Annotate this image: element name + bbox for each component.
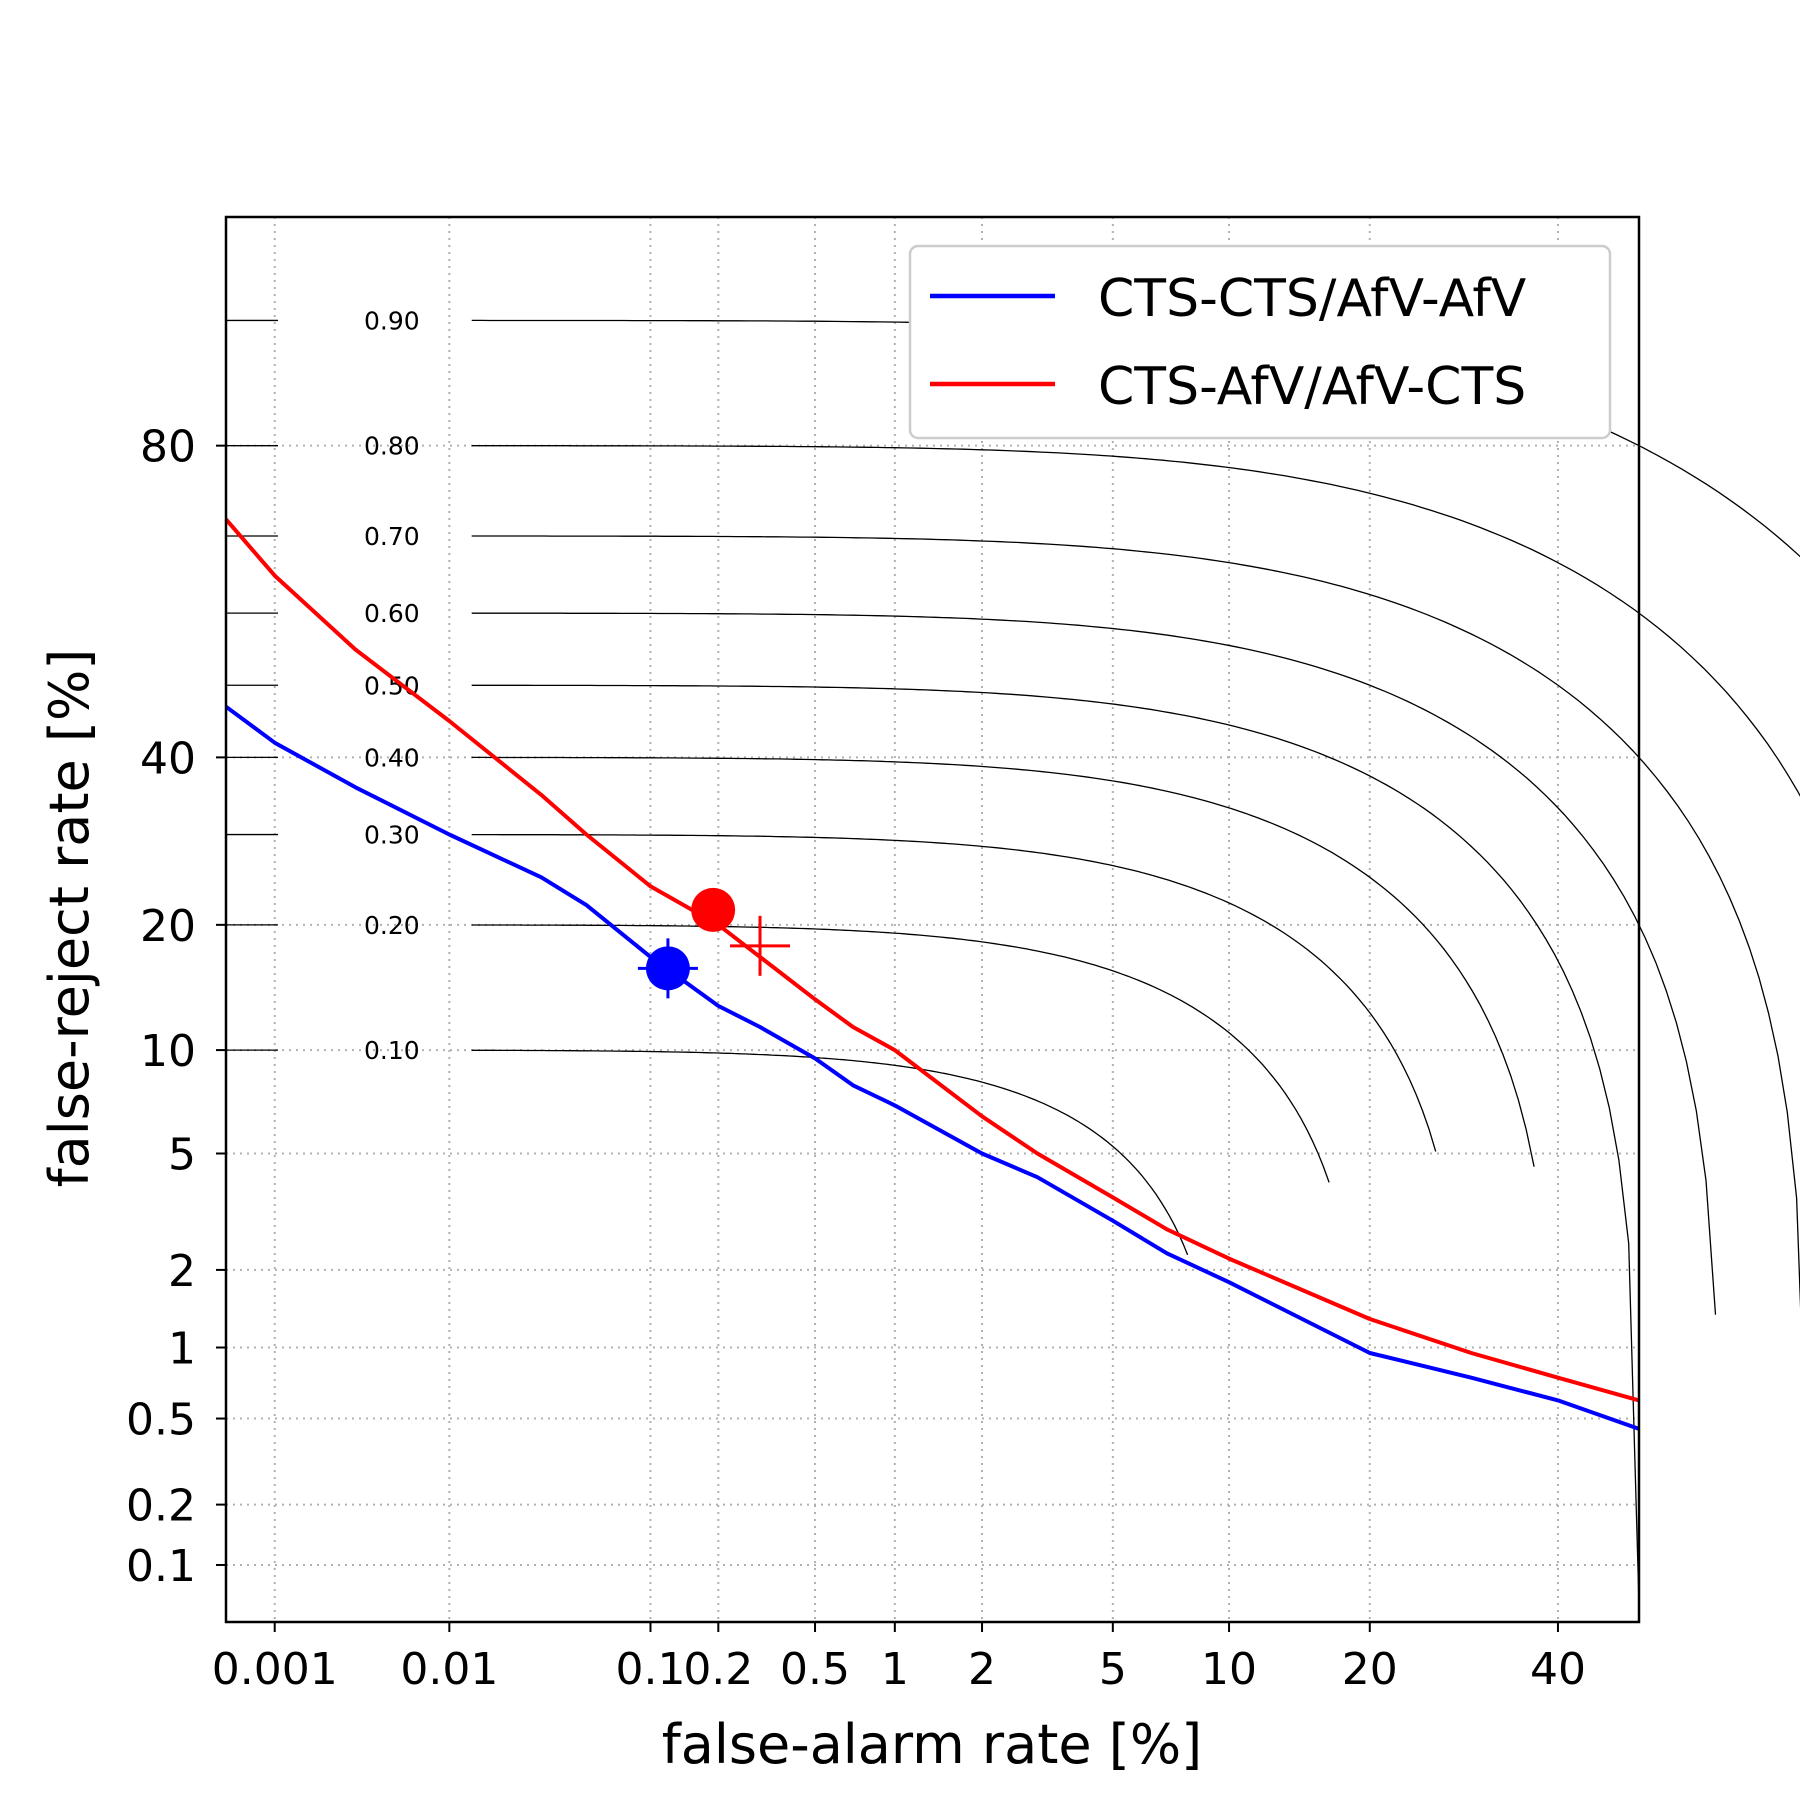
grid xyxy=(226,217,1639,1622)
y-tick-label: 1 xyxy=(168,1324,196,1375)
series-markers xyxy=(637,887,791,999)
y-tick-label: 40 xyxy=(140,733,196,784)
x-tick-label: 40 xyxy=(1530,1644,1586,1695)
x-tick-label: 0.01 xyxy=(400,1644,498,1695)
iso-label: 0.80 xyxy=(364,432,420,461)
iso-curve xyxy=(471,684,1640,1594)
x-tick-label: 5 xyxy=(1099,1644,1127,1695)
iso-label: 0.70 xyxy=(364,522,420,551)
y-tick-label: 20 xyxy=(140,901,196,952)
iso-label: 0.40 xyxy=(364,743,420,772)
x-tick-label: 10 xyxy=(1201,1644,1257,1695)
iso-label: 0.90 xyxy=(364,306,420,335)
y-tick-label: 0.1 xyxy=(126,1541,196,1592)
legend-label-2: CTS-AfV/AfV-CTS xyxy=(1098,357,1526,417)
iso-curve xyxy=(471,833,1437,1152)
iso-curve xyxy=(471,756,1535,1167)
x-tick-label: 2 xyxy=(968,1644,996,1695)
iso-curve xyxy=(471,445,1800,797)
legend-box xyxy=(908,244,1612,440)
x-tick-label: 20 xyxy=(1342,1644,1398,1695)
x-tick-label: 0.2 xyxy=(683,1644,753,1695)
legend-label-1: CTS-CTS/AfV-AfV xyxy=(1098,269,1527,329)
axis-ticks: 0.001 0.01 0.10.2 0.5 1 2 5 10 20 400.10.20.51251… xyxy=(126,422,1586,1695)
series-line xyxy=(224,705,1640,1431)
y-axis-title: false-reject rate [%] xyxy=(38,649,101,1188)
y-tick-label: 10 xyxy=(140,1026,196,1077)
plot-frame xyxy=(224,215,1641,1624)
series-line xyxy=(224,517,1640,1403)
y-tick-label: 2 xyxy=(168,1246,196,1297)
iso-curve xyxy=(471,535,1800,1309)
x-tick-label: 0.1 xyxy=(615,1644,685,1695)
x-tick-label: 1 xyxy=(881,1644,909,1695)
x-axis-title: false-alarm rate [%] xyxy=(662,1713,1202,1776)
y-tick-label: 5 xyxy=(168,1130,196,1181)
x-tick-label: 0.001 xyxy=(212,1644,338,1695)
legend: CTS-CTS/AfV-AfV CTS-AfV/AfV-CTS xyxy=(908,244,1612,440)
iso-label: 0.30 xyxy=(364,821,420,850)
iso-label: 0.20 xyxy=(364,911,420,940)
iso-label: 0.60 xyxy=(364,599,420,628)
series-marker-dot xyxy=(691,887,736,932)
iso-curve xyxy=(471,612,1717,1315)
iso-curve xyxy=(471,1049,1189,1256)
y-tick-label: 0.5 xyxy=(126,1395,196,1446)
y-tick-label: 0.2 xyxy=(126,1481,196,1532)
x-tick-label: 0.5 xyxy=(780,1644,850,1695)
plot-area xyxy=(226,217,1639,1622)
series-lines xyxy=(224,517,1640,1431)
y-tick-label: 80 xyxy=(140,422,196,473)
iso-label: 0.10 xyxy=(364,1036,420,1065)
